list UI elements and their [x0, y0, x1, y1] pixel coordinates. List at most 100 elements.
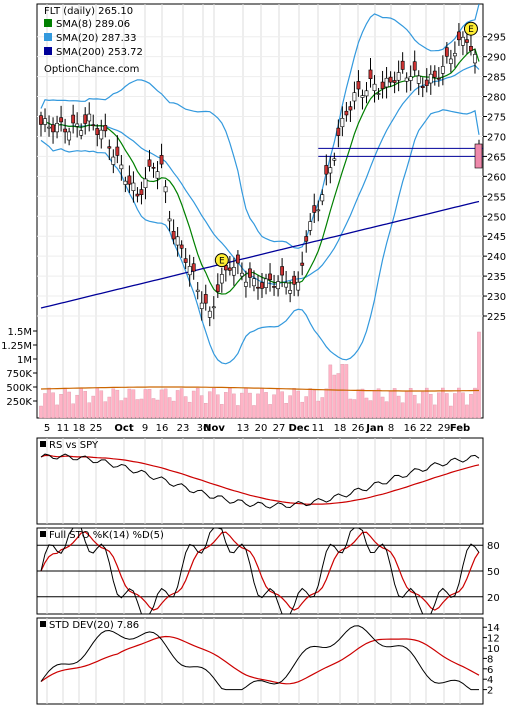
- marker-layer: EE: [214, 21, 483, 268]
- volume-bar: [268, 404, 272, 419]
- volume-bar: [107, 396, 112, 419]
- volume-bar: [372, 389, 377, 419]
- candle-body: [207, 310, 212, 318]
- candle-body: [135, 193, 140, 197]
- candle-body: [71, 114, 76, 124]
- candle-body: [280, 266, 285, 276]
- volume-bar: [445, 393, 449, 419]
- candle-body: [191, 263, 196, 272]
- volume-bar: [384, 401, 389, 419]
- x-tick-label: 27: [273, 423, 286, 434]
- volume-bar: [236, 405, 240, 419]
- earnings-marker-icon: [214, 253, 229, 268]
- std-tick-label: 8: [487, 654, 493, 665]
- candle-body: [248, 268, 252, 278]
- volume-bar: [224, 392, 228, 419]
- price-tick-label: 290: [487, 53, 506, 64]
- stddev-panel-frame: [36, 617, 484, 705]
- volume-tick-label: 750K: [6, 369, 32, 380]
- candle-body: [123, 180, 128, 185]
- candle-body: [147, 159, 152, 167]
- volume-bar: [408, 388, 413, 419]
- x-tick-label: 5: [44, 423, 50, 434]
- price-tick-label: 235: [487, 272, 506, 283]
- sto-tick-label: 80: [487, 541, 500, 552]
- legend-swatch-sma20: [44, 33, 52, 41]
- volume-bar: [288, 395, 292, 419]
- volume-bar: [336, 373, 341, 419]
- price-tick-label: 260: [487, 172, 506, 183]
- legend-sma8: SMA(8) 289.06: [56, 19, 130, 30]
- candle-body: [428, 73, 433, 84]
- volume-bar: [228, 387, 232, 419]
- candle-body: [457, 31, 461, 41]
- candle-body: [388, 76, 393, 83]
- earnings-marker-label: E: [219, 257, 225, 267]
- volume-tick-label: 250K: [6, 397, 32, 408]
- volume-bar: [368, 400, 373, 419]
- volume-bar: [232, 393, 236, 419]
- candle-body: [187, 266, 192, 276]
- volume-bar: [264, 392, 268, 419]
- volume-bar: [360, 388, 365, 419]
- candle-body: [199, 302, 204, 309]
- candle-body: [436, 77, 441, 80]
- x-tick-label: 9: [142, 423, 148, 434]
- candle-body: [452, 53, 457, 57]
- price-tick-label: 265: [487, 152, 506, 163]
- volume-bar: [171, 400, 176, 419]
- candle-body: [284, 282, 289, 288]
- candle-body: [175, 236, 180, 246]
- candle-body: [43, 118, 47, 125]
- candle-body: [59, 117, 63, 123]
- candle-body: [163, 186, 168, 193]
- candle-body: [143, 178, 148, 188]
- volume-bar: [272, 394, 276, 419]
- volume-bar: [187, 401, 192, 419]
- volume-bar: [91, 395, 96, 419]
- volume-bar: [135, 399, 140, 419]
- candle-body: [352, 92, 357, 102]
- price-tick-label: 275: [487, 113, 506, 124]
- x-tick-label: 11: [312, 423, 325, 434]
- price-tick-label: 225: [487, 312, 506, 323]
- volume-bar: [63, 387, 67, 419]
- x-tick-label: Nov: [203, 423, 225, 434]
- candle-body: [344, 110, 349, 116]
- volume-bar: [412, 394, 417, 419]
- legend-swatch-sma200: [44, 47, 52, 55]
- candle-body: [103, 125, 108, 132]
- volume-bar: [432, 404, 437, 419]
- candle-body: [336, 127, 341, 136]
- candle-body: [408, 76, 413, 81]
- std-tick-label: 2: [487, 686, 493, 697]
- candle-body: [368, 69, 373, 80]
- sto-panel-title: Full STO %K(14) %D(5): [49, 530, 164, 541]
- volume-layer: [39, 331, 481, 419]
- volume-bar: [437, 392, 441, 419]
- volume-bar: [47, 387, 51, 419]
- candle-body: [240, 272, 244, 277]
- candle-layer: [39, 23, 481, 327]
- sma200-line: [40, 200, 480, 309]
- candle-body: [159, 155, 164, 165]
- candle-body: [360, 95, 365, 98]
- candle-body: [268, 273, 272, 281]
- price-tick-label: 240: [487, 252, 506, 263]
- candle-body: [227, 267, 232, 271]
- candle-body: [179, 244, 184, 249]
- candle-body: [256, 286, 260, 289]
- candle-body: [469, 46, 473, 51]
- candle-body: [473, 54, 477, 64]
- volume-bar: [308, 388, 313, 419]
- candle-body: [392, 80, 397, 83]
- volume-bar: [71, 403, 75, 419]
- volume-bar: [159, 389, 164, 419]
- volume-bar: [312, 390, 317, 419]
- volume-bar: [477, 331, 481, 419]
- candle-body: [372, 83, 377, 91]
- sto-tick-label: 20: [487, 593, 500, 604]
- volume-bar: [103, 401, 108, 419]
- candle-body: [448, 58, 453, 64]
